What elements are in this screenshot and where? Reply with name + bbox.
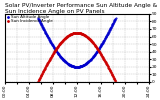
Legend: Sun Altitude Angle, Sun Incidence Angle: Sun Altitude Angle, Sun Incidence Angle — [6, 15, 53, 24]
Text: Solar PV/Inverter Performance Sun Altitude Angle & Sun Incidence Angle on PV Pan: Solar PV/Inverter Performance Sun Altitu… — [5, 3, 157, 14]
